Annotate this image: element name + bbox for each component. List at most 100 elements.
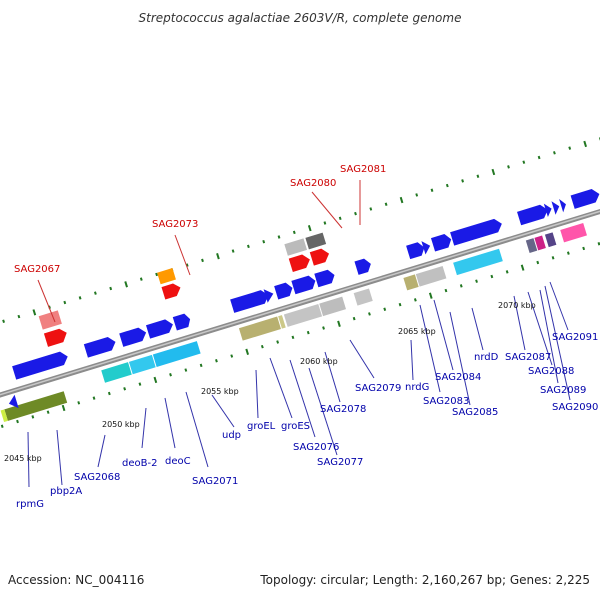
annotation-block — [453, 248, 503, 276]
scale-tick — [260, 344, 264, 349]
highlight-labels: SAG2067 SAG2073 SAG2080 SAG2081 — [14, 164, 386, 275]
scale-tick — [277, 235, 281, 239]
annotation-block — [353, 288, 373, 306]
scale-tick — [383, 307, 387, 311]
gene-label: rpmG — [16, 499, 44, 510]
tick-rows — [0, 137, 600, 428]
scale-tick — [292, 230, 296, 235]
gene-label: SAG2078 — [320, 404, 366, 415]
annotation-block — [319, 296, 346, 317]
gene-arrow — [314, 269, 335, 288]
scale-tick — [537, 155, 541, 160]
highlight-block — [38, 310, 62, 330]
scale-tick — [323, 221, 327, 225]
scale-tick — [31, 415, 35, 419]
scale-tick — [476, 174, 480, 178]
highlight-arrow — [309, 248, 330, 266]
scale-tick — [231, 249, 235, 253]
scale-tick — [551, 256, 555, 260]
scale-tick — [109, 286, 113, 291]
highlight-gene-label: SAG2067 — [14, 264, 60, 275]
highlight-arrow — [161, 283, 181, 300]
gene-label: udp — [222, 430, 241, 441]
gene-arrow — [119, 327, 147, 347]
annotation-block — [560, 222, 587, 243]
kbp-label: 2055 kbp — [201, 387, 239, 396]
scale-tick — [247, 244, 250, 249]
scale-tick — [368, 312, 371, 316]
scale-tick — [16, 419, 19, 424]
gene-label: groEL — [247, 421, 276, 432]
reverse-strand-features — [8, 394, 19, 409]
gene-arrow — [291, 275, 316, 295]
gene-label: SAG2076 — [293, 442, 339, 453]
scale-tick — [153, 376, 158, 384]
gene-label: SAG2083 — [423, 396, 469, 407]
scale-tick — [216, 253, 220, 260]
scale-tick — [583, 140, 588, 148]
highlight-gene-label: SAG2081 — [340, 164, 386, 175]
scale-tick — [93, 291, 97, 295]
gene-arrow — [551, 201, 560, 215]
scale-tick — [46, 410, 50, 414]
gene-label: SAG2071 — [192, 476, 238, 487]
scale-tick — [430, 188, 434, 192]
scale-tick — [507, 165, 510, 169]
highlight-block — [305, 232, 327, 250]
gene-arrow — [559, 198, 566, 213]
annotation-block — [128, 354, 156, 375]
scale-tick — [77, 401, 81, 405]
scale-tick — [230, 354, 234, 358]
gene-label: nrdG — [405, 382, 429, 393]
scale-tick — [338, 216, 342, 221]
scale-tick — [0, 424, 4, 428]
kbp-label: 2060 kbp — [300, 357, 338, 366]
scale-tick — [445, 183, 449, 188]
feature-annotations — [0, 222, 587, 422]
scale-tick — [61, 404, 66, 412]
scale-tick — [475, 279, 478, 283]
gene-arrow — [8, 394, 19, 409]
scale-tick — [201, 258, 204, 263]
annotation-block — [403, 274, 419, 291]
kbp-label: 2045 kbp — [4, 454, 42, 463]
scale-tick — [566, 251, 570, 255]
gene-label: SAG2089 — [540, 385, 586, 396]
scale-tick — [107, 391, 111, 396]
kbp-label: 2065 kbp — [398, 327, 436, 336]
gene-arrow — [263, 289, 274, 303]
highlight-arrow — [43, 328, 67, 347]
scale-tick — [428, 292, 433, 299]
gene-label: deoC — [165, 456, 191, 467]
gene-arrow — [406, 242, 425, 260]
gene-label: deoB-2 — [122, 458, 157, 469]
gene-label: nrdD — [474, 352, 499, 363]
highlight-gene-label: SAG2080 — [290, 178, 336, 189]
scale-tick — [491, 168, 496, 176]
annotation-block — [525, 238, 538, 253]
scale-tick — [169, 373, 172, 377]
genome-stats-text: Topology: circular; Length: 2,160,267 bp… — [260, 573, 590, 587]
highlight-block — [157, 268, 176, 285]
scale-tick — [184, 368, 188, 372]
scale-tick — [520, 264, 525, 271]
scale-tick — [398, 302, 402, 307]
scale-tick — [459, 284, 463, 288]
scale-tick — [291, 335, 295, 340]
gene-label: SAG2090 — [552, 402, 598, 413]
annotation-block — [278, 315, 286, 329]
highlighted-features — [38, 232, 330, 347]
gene-arrow — [543, 203, 552, 218]
gene-label: SAG2068 — [74, 472, 120, 483]
scale-tick — [505, 270, 509, 274]
scale-tick — [138, 382, 142, 386]
annotation-block — [415, 265, 447, 287]
scale-tick — [17, 314, 21, 319]
gene-label: SAG2079 — [355, 383, 401, 394]
scale-tick — [262, 239, 266, 244]
gene-arrow — [274, 282, 293, 300]
scale-tick — [276, 340, 280, 344]
scale-tick — [490, 274, 494, 279]
scale-tick — [155, 272, 158, 277]
